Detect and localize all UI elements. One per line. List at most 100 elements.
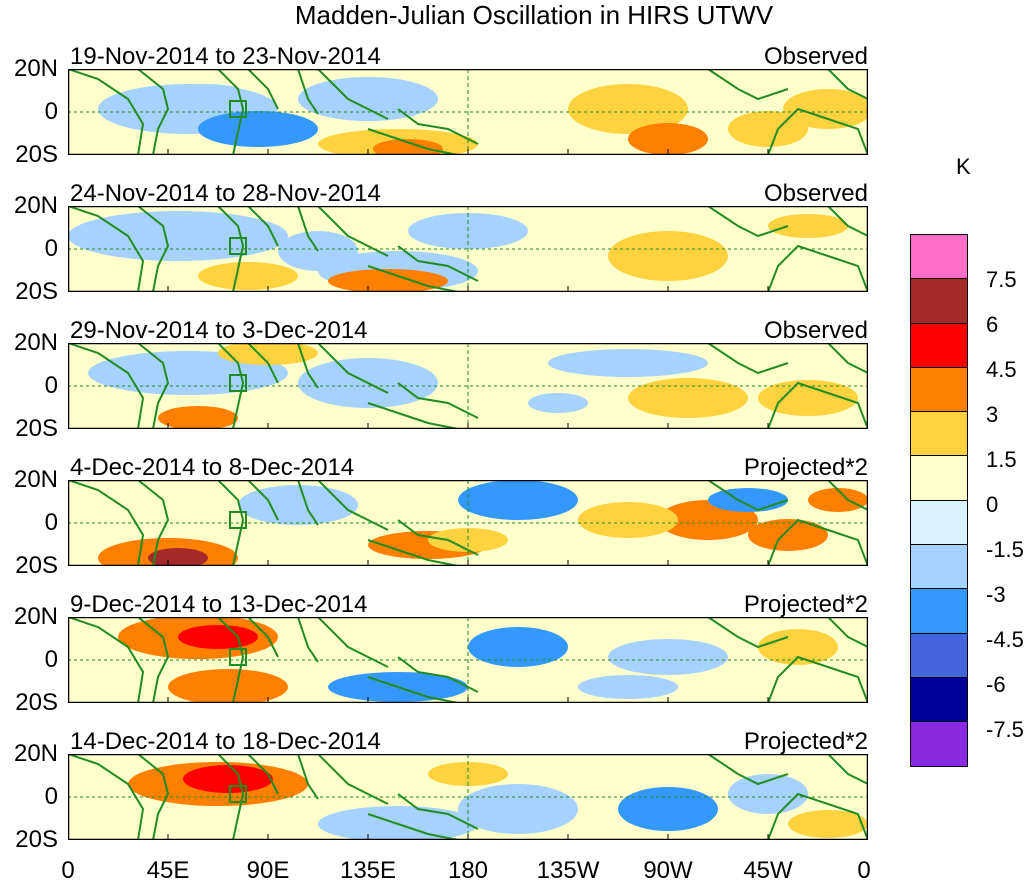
- coastline: [707, 754, 789, 786]
- lat-tick-label: 20N: [13, 329, 58, 356]
- coastline: [827, 754, 868, 785]
- colorbar-label: 7.5: [986, 267, 1017, 292]
- lon-tick-label: 135W: [536, 857, 600, 884]
- coastline: [317, 480, 389, 531]
- colorbar-unit: K: [956, 154, 971, 179]
- colorbar-swatch: [910, 676, 968, 723]
- anomaly-contour: [198, 111, 318, 147]
- coastline: [367, 128, 459, 155]
- coastline: [707, 617, 789, 649]
- reference-box: [229, 237, 247, 255]
- coastline: [397, 519, 479, 556]
- lat-tick-label: 20N: [13, 55, 58, 82]
- coastline: [317, 343, 389, 394]
- coastline: [367, 676, 459, 703]
- coastline: [217, 206, 245, 292]
- colorbar-label: -4.5: [986, 627, 1024, 652]
- anomaly-map: [68, 617, 868, 703]
- coastline: [217, 480, 245, 566]
- colorbar-swatch: [910, 721, 968, 767]
- map-panel: 24-Nov-2014 to 28-Nov-2014 Observed 20N 0 20…: [0, 141, 1024, 305]
- map-panel: 4-Dec-2014 to 8-Dec-2014 Projected*2 20N 0 2…: [0, 415, 1024, 579]
- coastline: [827, 617, 868, 648]
- coastline: [247, 617, 279, 658]
- anomaly-contour: [328, 269, 448, 292]
- coastline: [317, 754, 389, 805]
- anomaly-contour: [238, 485, 358, 525]
- reference-box: [229, 374, 247, 392]
- colorbar-swatch: [910, 544, 968, 590]
- coastline: [68, 617, 145, 703]
- anomaly-contour: [458, 784, 578, 834]
- coastline: [297, 754, 319, 800]
- anomaly-contour: [758, 380, 858, 416]
- anomaly-contour: [808, 488, 868, 512]
- colorbar-swatch: [910, 411, 968, 457]
- coastline: [317, 617, 389, 668]
- anomaly-contour: [578, 675, 678, 699]
- lat-tick-label: 20N: [13, 192, 58, 219]
- coastline: [397, 108, 479, 145]
- lon-tick-label: 180: [447, 857, 489, 884]
- lat-tick-label: 20N: [13, 740, 58, 767]
- colorbar-swatch: [910, 278, 968, 324]
- lat-tick-label: 0: [44, 509, 58, 536]
- panel-date-range: 4-Dec-2014 to 8-Dec-2014: [70, 454, 355, 481]
- colorbar-swatch: [910, 455, 968, 501]
- coastline: [247, 754, 279, 795]
- lat-tick-label: 20S: [15, 415, 58, 442]
- coastline: [217, 343, 245, 429]
- anomaly-contour: [768, 214, 848, 238]
- panel-type-label: Observed: [763, 43, 868, 70]
- lon-tick-label: 90W: [643, 857, 693, 884]
- coastline: [217, 617, 245, 703]
- coastline: [217, 69, 245, 155]
- coastline: [367, 265, 459, 292]
- reference-box: [229, 785, 247, 803]
- coastline: [827, 480, 868, 511]
- lon-tick-label: 0: [61, 857, 75, 884]
- map-canvas: [68, 617, 868, 703]
- anomaly-contour: [373, 139, 443, 155]
- coastline: [397, 245, 479, 282]
- map-canvas: [68, 343, 868, 429]
- panel-type-label: Projected*2: [743, 454, 868, 481]
- anomaly-contour: [548, 349, 708, 377]
- anomaly-contour: [628, 123, 708, 155]
- panel-date-range: 29-Nov-2014 to 3-Dec-2014: [70, 317, 368, 344]
- coastline: [137, 206, 170, 292]
- coastline: [68, 343, 145, 429]
- coastline: [367, 539, 459, 566]
- map-panel: 14-Dec-2014 to 18-Dec-2014 Projected*2 20N…: [0, 689, 1024, 853]
- panel-date-range: 24-Nov-2014 to 28-Nov-2014: [70, 180, 381, 207]
- lat-tick-label: 20S: [15, 552, 58, 579]
- lon-tick-label: 45W: [743, 857, 793, 884]
- anomaly-contour: [783, 89, 868, 129]
- coastline: [297, 617, 319, 663]
- colorbar: [910, 234, 968, 767]
- coastline: [397, 656, 479, 693]
- anomaly-map: [68, 754, 868, 840]
- anomaly-contour: [568, 84, 688, 134]
- lat-tick-label: 0: [44, 783, 58, 810]
- coastline: [827, 206, 868, 237]
- colorbar-label: 0: [986, 492, 999, 517]
- panel-type-label: Observed: [763, 180, 868, 207]
- anomaly-contour: [748, 519, 828, 551]
- coastline: [137, 617, 170, 703]
- colorbar-swatch: [910, 499, 968, 546]
- coastline: [317, 206, 389, 257]
- coastline: [397, 382, 479, 419]
- coastline: [827, 343, 868, 374]
- anomaly-map: [68, 343, 868, 429]
- coastline: [247, 343, 279, 384]
- anomaly-contour: [758, 629, 838, 665]
- coastline: [137, 69, 170, 155]
- map-panel: 9-Dec-2014 to 13-Dec-2014 Projected*2 20N 0…: [0, 552, 1024, 716]
- colorbar-label: -3: [986, 582, 1006, 607]
- coastline: [137, 343, 170, 429]
- anomaly-contour: [218, 343, 318, 365]
- reference-box: [229, 511, 247, 529]
- anomaly-contour: [708, 488, 788, 512]
- colorbar-label: -7.5: [986, 717, 1024, 742]
